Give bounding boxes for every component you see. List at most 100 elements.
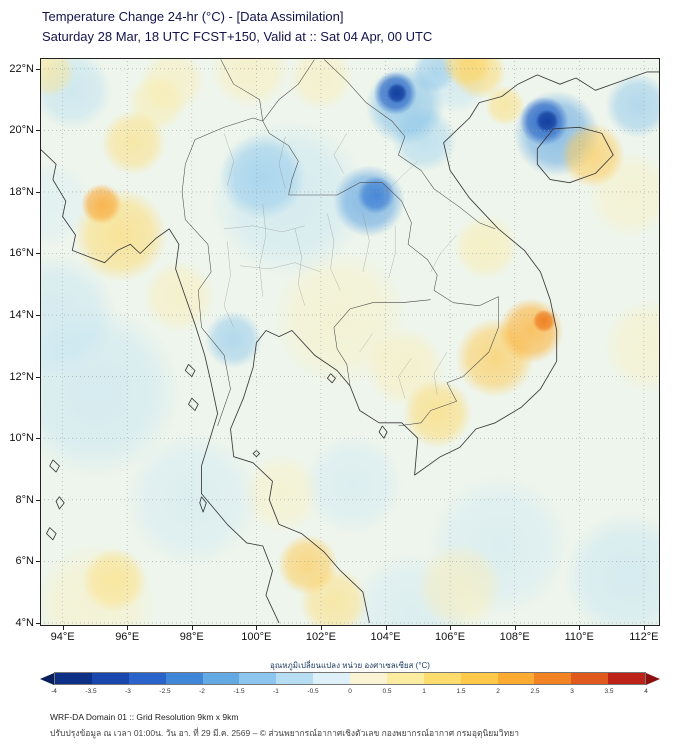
minor-line xyxy=(224,225,305,233)
x-axis-tick-mark xyxy=(191,626,193,630)
colorbar-label: อุณหภูมิเปลี่ยนแปลง หน่วย องศาเซลเซียส (… xyxy=(270,661,430,670)
colorbar-segment xyxy=(350,673,387,684)
colorbar-segment xyxy=(534,673,572,684)
border-line xyxy=(433,290,499,307)
minor-line xyxy=(259,204,267,297)
colorbar-tick-label: -3.5 xyxy=(85,688,97,695)
colorbar-tick-label: 2 xyxy=(496,688,500,695)
border-line xyxy=(333,299,431,386)
figure-subtitle: Saturday 28 Mar, 18 UTC FCST+150, Valid … xyxy=(42,28,433,44)
map-plot-area xyxy=(40,58,660,626)
figure-title: Temperature Change 24-hr (°C) - [Data As… xyxy=(42,9,344,24)
colorbar-segment xyxy=(128,673,166,684)
border-line xyxy=(324,59,496,230)
colorbar-segment xyxy=(460,673,498,684)
y-axis-tick-mark xyxy=(36,438,40,440)
minor-line xyxy=(223,241,234,328)
y-axis-tick-mark xyxy=(36,315,40,317)
border-line xyxy=(220,59,264,122)
colorbar-tick-label: 1 xyxy=(422,688,426,695)
y-axis-tick-mark xyxy=(36,376,40,378)
x-axis-tick-label: 100°E xyxy=(241,631,272,643)
coast-line xyxy=(199,496,207,513)
colorbar-segment xyxy=(571,673,609,684)
border-line xyxy=(262,59,315,122)
minor-line xyxy=(333,133,347,174)
x-axis-tick-mark xyxy=(385,626,387,630)
y-axis-tick-label: 18°N xyxy=(9,185,34,198)
colorbar xyxy=(40,672,660,685)
y-axis-tick-mark xyxy=(36,561,40,563)
coast-line xyxy=(184,363,196,378)
minor-line xyxy=(430,234,457,273)
colorbar-segment xyxy=(313,673,350,684)
border-line xyxy=(262,120,438,291)
y-axis-tick-label: 12°N xyxy=(9,370,34,383)
minor-line xyxy=(294,228,305,306)
x-axis-tick-mark xyxy=(450,626,452,630)
colorbar-tick-label: -1.5 xyxy=(233,688,245,695)
colorbar-tick-label: -1 xyxy=(273,688,279,695)
coast-line xyxy=(49,459,60,473)
y-axis-tick-label: 16°N xyxy=(9,247,34,260)
y-axis-tick-mark xyxy=(36,130,40,132)
y-axis-tick-label: 4°N xyxy=(15,616,34,629)
x-axis-tick-mark xyxy=(643,626,645,630)
minor-line xyxy=(388,225,396,279)
footer-domain-info: WRF-DA Domain 01 :: Grid Resolution 9km … xyxy=(50,712,239,722)
y-axis-tick-mark xyxy=(36,253,40,255)
colorbar-segment xyxy=(202,673,240,684)
x-axis-tick-label: 110°E xyxy=(564,631,594,643)
colorbar-segment xyxy=(608,673,645,684)
footer-credit-thai: ปรับปรุงข้อมูล ณ เวลา 01:00น. วัน อา. ที… xyxy=(50,728,520,738)
minor-line xyxy=(433,351,448,396)
colorbar-right-arrow xyxy=(646,672,660,685)
x-axis-tick-label: 94°E xyxy=(50,631,75,643)
colorbar-tick-label: -2 xyxy=(199,688,205,695)
x-axis-tick-mark xyxy=(256,626,258,630)
minor-line xyxy=(223,133,234,186)
x-axis-tick-mark xyxy=(514,626,516,630)
x-axis-tick-mark xyxy=(127,626,129,630)
coast-line xyxy=(40,148,280,624)
colorbar-segment xyxy=(239,673,277,684)
x-axis-tick-mark xyxy=(579,626,581,630)
coast-line xyxy=(517,71,660,91)
x-axis-tick-mark xyxy=(320,626,322,630)
colorbar-tick-label: 0.5 xyxy=(382,688,392,695)
x-axis-tick-mark xyxy=(62,626,64,630)
colorbar-tick-label: -0.5 xyxy=(307,688,319,695)
colorbar-left-arrow xyxy=(40,672,54,685)
coast-line xyxy=(378,425,388,439)
border-line xyxy=(398,296,499,427)
coast-line xyxy=(326,373,336,384)
y-axis-tick-label: 20°N xyxy=(9,124,34,137)
colorbar-tick-label: 3.5 xyxy=(604,688,614,695)
colorbar-body xyxy=(54,672,646,685)
minor-line xyxy=(359,333,373,353)
minor-line xyxy=(240,262,321,273)
coast-line xyxy=(46,527,57,541)
y-axis-tick-mark xyxy=(36,622,40,624)
minor-line xyxy=(385,160,418,193)
coast-line xyxy=(230,83,558,623)
y-axis-tick-label: 6°N xyxy=(15,555,34,568)
colorbar-segment xyxy=(386,673,424,684)
y-axis-tick-label: 14°N xyxy=(9,309,34,322)
y-axis-tick-label: 22°N xyxy=(9,62,34,75)
border-line xyxy=(181,117,263,426)
colorbar-tick-label: -2.5 xyxy=(159,688,171,695)
colorbar-segment xyxy=(276,673,314,684)
y-axis-tick-mark xyxy=(36,191,40,193)
minor-line xyxy=(398,358,412,399)
minor-line xyxy=(362,213,370,273)
x-axis-tick-label: 106°E xyxy=(435,631,466,643)
figure-titles: Temperature Change 24-hr (°C) - [Data As… xyxy=(42,7,432,46)
plot-frame xyxy=(40,58,660,626)
colorbar-tick-label: 2.5 xyxy=(530,688,540,695)
minor-line xyxy=(278,136,286,189)
y-axis-tick-label: 10°N xyxy=(9,432,34,445)
x-axis-tick-label: 98°E xyxy=(179,631,204,643)
colorbar-tick-label: 1.5 xyxy=(456,688,466,695)
